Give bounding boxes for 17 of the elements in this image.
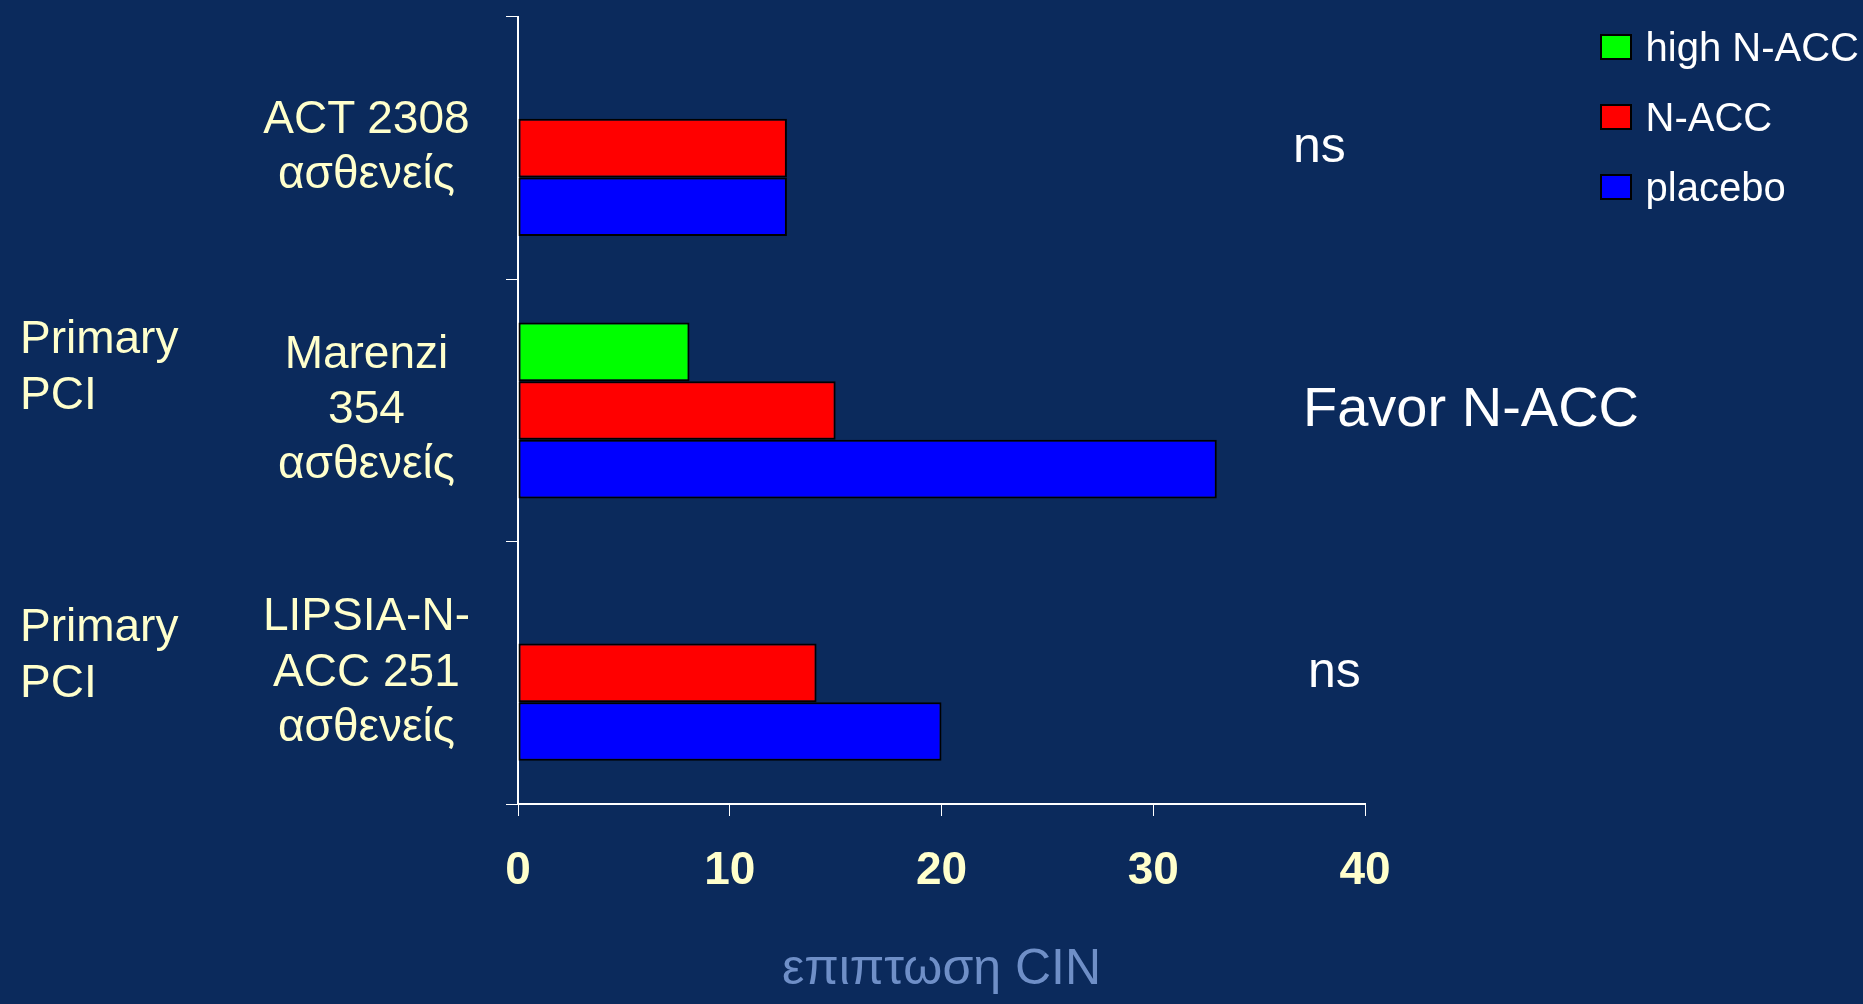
x-tick-label: 0 xyxy=(505,842,531,895)
y-tick-label: ACT 2308 ασθενείς xyxy=(263,91,470,199)
annotation: Favor N-ACC xyxy=(1303,374,1640,438)
x-tick-label: 30 xyxy=(1127,842,1179,895)
x-axis-title: επιπτωση CIN xyxy=(781,938,1102,995)
x-tick-label: 10 xyxy=(704,842,756,895)
x-tick-label: 20 xyxy=(915,842,968,895)
text: Primary PCI xyxy=(20,598,179,707)
annotation: ns xyxy=(1308,641,1361,698)
legend-label: high N-ACC xyxy=(1644,23,1859,71)
annotation: ns xyxy=(1293,116,1346,173)
y-tick-label: Marenzi 354 ασθενείς xyxy=(277,325,455,489)
x-tick-label: 40 xyxy=(1339,842,1391,895)
legend-label: placebo xyxy=(1644,163,1787,211)
legend-label: N-ACC xyxy=(1644,93,1774,141)
text: Primary PCI xyxy=(20,311,179,420)
y-tick-label: LIPSIA-N-ACC 251 ασθενείς xyxy=(262,588,470,751)
